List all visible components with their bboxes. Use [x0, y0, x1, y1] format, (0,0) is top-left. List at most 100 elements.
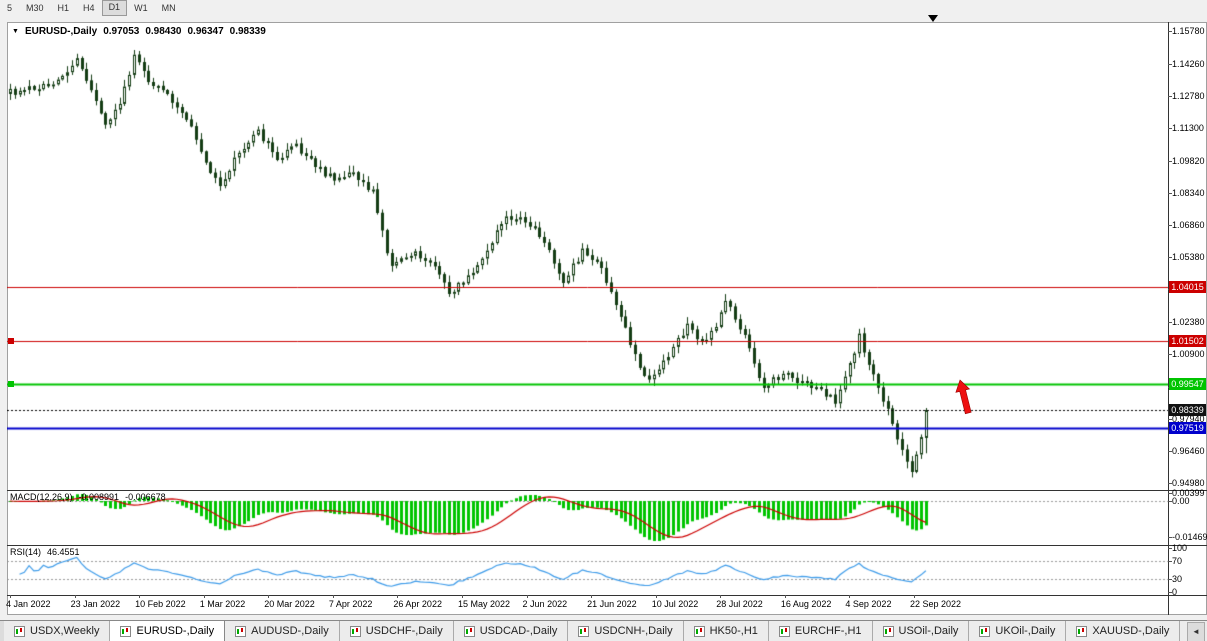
price-axis-tick — [1168, 450, 1172, 452]
macd-axis-label: 0.00 — [1172, 495, 1190, 506]
current-price-box: 0.98339 — [1169, 404, 1206, 416]
date-axis-label: 4 Sep 2022 — [845, 599, 892, 609]
chart-tab-usoildaily[interactable]: USOil-,Daily — [872, 621, 970, 641]
rsi-axis-tick — [1168, 548, 1172, 549]
ohlc-high: 0.98430 — [145, 26, 182, 37]
date-axis-tick — [203, 595, 205, 598]
date-axis-tick — [268, 595, 270, 598]
macd-axis-tick — [1168, 537, 1172, 538]
price-axis-label: 1.00900 — [1172, 349, 1205, 360]
rsi-indicator-canvas[interactable] — [7, 545, 1168, 595]
chart-tab-label: EURUSD-,Daily — [136, 625, 215, 637]
symbol-dropdown-icon[interactable]: ▼ — [12, 28, 19, 35]
date-axis-tick — [332, 595, 334, 598]
chart-tab-icon — [463, 625, 475, 637]
chart-tab-usdchfdaily[interactable]: USDCHF-,Daily — [339, 621, 454, 641]
chart-tab-hk50h1[interactable]: HK50-,H1 — [683, 621, 769, 641]
timeframe-button-h1[interactable]: H1 — [57, 2, 70, 13]
chart-tab-usdcnhdaily[interactable]: USDCNH-,Daily — [568, 621, 684, 641]
timeframe-button-w1[interactable]: W1 — [134, 2, 148, 13]
chart-tab-ukoildaily[interactable]: UKOil-,Daily — [969, 621, 1067, 641]
date-axis-tick — [10, 595, 11, 598]
chart-tab-label: HK50-,H1 — [709, 625, 758, 637]
macd-indicator-canvas[interactable] — [7, 490, 1168, 545]
chart-tab-xauusddaily[interactable]: XAUUSD-,Daily — [1066, 621, 1181, 641]
main-chart-canvas[interactable] — [7, 22, 1168, 490]
date-axis-tick — [397, 595, 399, 598]
price-axis-tick — [1168, 418, 1172, 420]
price-axis-label: 1.14260 — [1172, 59, 1205, 70]
chart-tab-icon — [979, 625, 991, 637]
chart-tab-audusddaily[interactable]: AUDUSD-,Daily — [225, 621, 340, 641]
price-axis-tick — [1168, 96, 1172, 98]
chart-tab-icon — [778, 625, 790, 637]
rsi-axis-tick — [1168, 592, 1172, 593]
trendline-handle[interactable] — [8, 338, 14, 345]
chart-tab-icon — [235, 625, 247, 637]
price-axis-label: 1.15780 — [1172, 26, 1205, 36]
rsi-value: 46.4551 — [47, 547, 80, 557]
tabs-scroll-left-button[interactable]: ◄ — [1187, 622, 1205, 641]
date-axis-label: 16 Aug 2022 — [780, 599, 832, 609]
chart-tab-usdcaddaily[interactable]: USDCAD-,Daily — [453, 621, 569, 641]
timeframe-button-mn[interactable]: MN — [161, 2, 176, 13]
chart-tab-icon — [1076, 625, 1088, 637]
macd-axis-tick — [1168, 500, 1172, 502]
chart-tab-eurusddaily[interactable]: EURUSD-,Daily — [110, 621, 226, 641]
price-axis-tick — [1168, 160, 1172, 162]
macd-name: MACD(12,26,9) — [10, 492, 73, 502]
date-axis-label: 1 Mar 2022 — [199, 599, 246, 609]
date-axis-tick — [655, 595, 657, 598]
chart-tab-label: UKOil-,Daily — [995, 625, 1056, 637]
price-axis-tick — [1168, 354, 1172, 356]
date-axis-tick — [849, 595, 851, 598]
price-line-box: 1.01502 — [1169, 335, 1206, 348]
price-line-box: 0.99547 — [1169, 377, 1206, 390]
chart-tab-label: USDCHF-,Daily — [365, 625, 443, 637]
timeframe-button-m30[interactable]: M30 — [26, 2, 44, 13]
price-axis-label: 1.11300 — [1172, 123, 1204, 134]
date-axis-label: 23 Jan 2022 — [70, 599, 121, 609]
date-axis-tick — [720, 595, 722, 598]
chart-tab-label: EURCHF-,H1 — [794, 625, 862, 637]
date-axis-tick — [526, 595, 528, 598]
date-axis-label: 20 Mar 2022 — [264, 599, 315, 609]
date-axis-label: 26 Apr 2022 — [393, 599, 442, 609]
timeframe-button-5[interactable]: 5 — [7, 2, 13, 13]
chart-tab-label: USDCNH-,Daily — [594, 625, 673, 637]
chart-window-tabbar: USDX,Weekly EURUSD-,Daily AUDUSD-,Daily USD… — [0, 620, 1207, 641]
date-axis-label: 10 Jul 2022 — [651, 599, 699, 609]
ohlc-open: 0.97053 — [103, 26, 140, 37]
chart-tab-label: USDX,Weekly — [30, 625, 100, 637]
price-axis-label: 1.06860 — [1172, 219, 1205, 230]
date-axis-label: 15 May 2022 — [457, 599, 511, 609]
price-axis-label: 1.09820 — [1172, 155, 1205, 166]
ohlc-close: 0.98339 — [229, 26, 266, 37]
rsi-axis-label: 0 — [1172, 587, 1178, 597]
macd-axis-tick — [1168, 493, 1172, 494]
chart-tab-icon — [882, 625, 894, 637]
trendline-handle[interactable] — [8, 380, 14, 387]
price-axis-tick — [1168, 64, 1172, 66]
date-axis-label: 21 Jun 2022 — [587, 599, 637, 609]
symbol-label: EURUSD-,Daily — [24, 26, 98, 37]
date-axis-tick — [461, 595, 463, 598]
date-axis-tick — [139, 595, 141, 598]
timeframe-button-d1[interactable]: D1 — [101, 0, 128, 16]
date-axis-label: 4 Jan 2022 — [6, 599, 51, 609]
chart-tab-label: AUDUSD-,Daily — [251, 625, 329, 637]
macd-label: MACD(12,26,9) -0.008991 -0.006678 — [10, 492, 166, 502]
chart-tab-usdxweekly[interactable]: USDX,Weekly — [4, 621, 111, 641]
chart-tab-eurchfh1[interactable]: EURCHF-,H1 — [768, 621, 873, 641]
macd-signal-value: -0.006678 — [125, 492, 166, 502]
up-arrow-annotation[interactable] — [946, 378, 982, 420]
timeframe-button-h4[interactable]: H4 — [83, 2, 95, 13]
time-axis-separator — [7, 595, 1207, 596]
chart-title: ▼ EURUSD-,Daily 0.97053 0.98430 0.96347 … — [12, 26, 266, 37]
chart-tab-label: USOil-,Daily — [898, 625, 959, 637]
macd-panel-separator — [7, 490, 1207, 491]
chart-tab-icon — [120, 625, 132, 637]
rsi-axis-label: 30 — [1172, 573, 1183, 584]
rsi-label: RSI(14) 46.4551 — [10, 547, 80, 557]
date-axis-tick — [784, 595, 786, 598]
